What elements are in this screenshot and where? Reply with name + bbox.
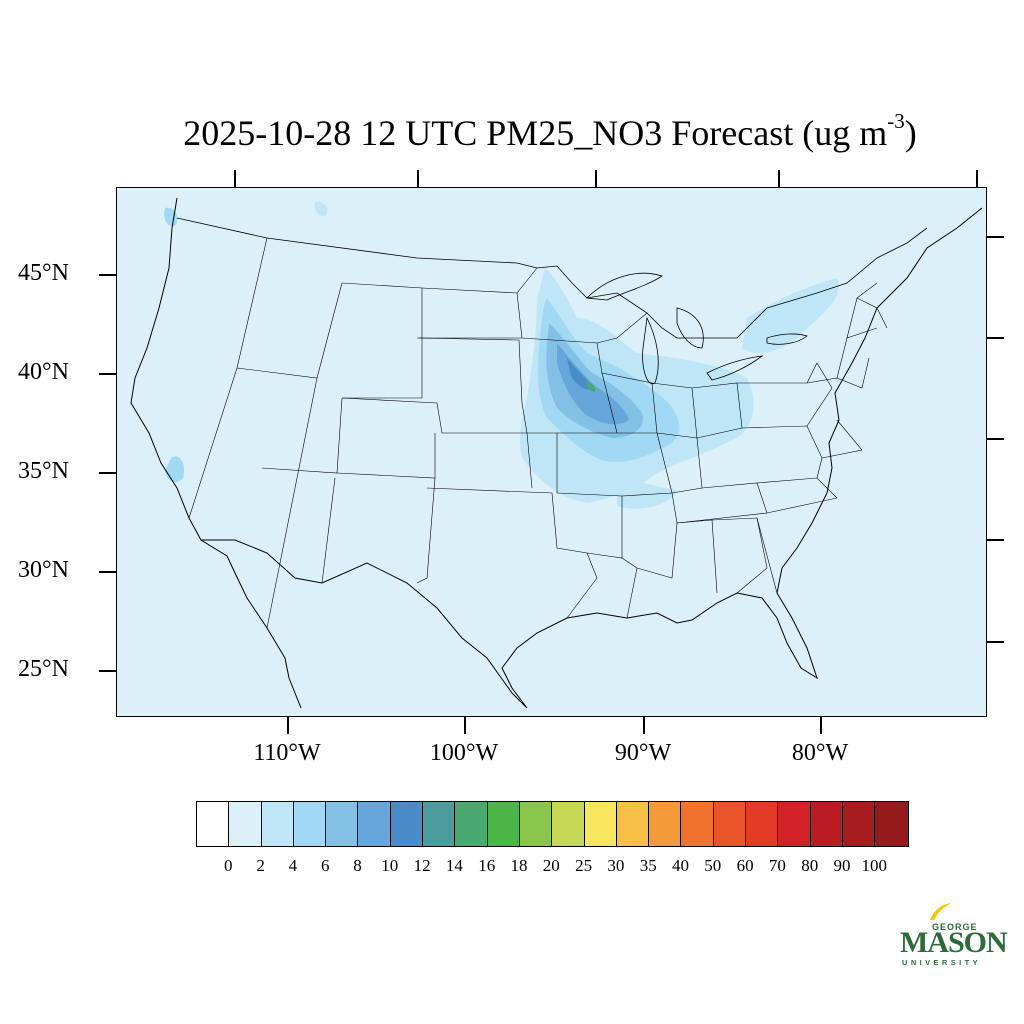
lake-ontario bbox=[766, 333, 808, 345]
colorbar-swatch bbox=[326, 802, 359, 846]
right-tick bbox=[987, 236, 1004, 238]
lat-label-40n: 40°N bbox=[18, 359, 69, 385]
plume-california bbox=[165, 456, 185, 483]
colorbar-swatch bbox=[842, 802, 876, 846]
colorbar-label: 4 bbox=[288, 856, 298, 875]
colorbar-label: 80 bbox=[801, 856, 819, 875]
plume-level-14 bbox=[586, 381, 596, 392]
colorbar-label: 100 bbox=[861, 856, 888, 875]
bottom-tick bbox=[643, 717, 645, 734]
title-text: 2025-10-28 12 UTC PM25_NO3 Forecast (ug … bbox=[183, 113, 888, 153]
top-tick bbox=[778, 170, 780, 187]
colorbar-swatch bbox=[584, 802, 617, 846]
concentration-shading bbox=[164, 201, 839, 509]
colorbar-label: 0 bbox=[224, 856, 233, 875]
colorbar-swatch bbox=[681, 802, 714, 846]
colorbar-label: 40 bbox=[672, 856, 689, 875]
lake-erie bbox=[706, 355, 764, 381]
lake-huron bbox=[676, 307, 704, 349]
left-tick bbox=[99, 373, 116, 375]
colorbar-label: 35 bbox=[639, 856, 657, 875]
colorbar-label: 10 bbox=[381, 856, 399, 875]
map-title: 2025-10-28 12 UTC PM25_NO3 Forecast (ug … bbox=[0, 109, 1024, 154]
logo-top-line: GEORGE bbox=[932, 922, 978, 932]
right-tick bbox=[987, 438, 1004, 440]
colorbar-swatch bbox=[519, 802, 553, 846]
top-tick bbox=[234, 170, 236, 187]
colorbar-label: 8 bbox=[353, 856, 362, 875]
colorbar bbox=[196, 801, 909, 847]
plume-washington bbox=[164, 207, 178, 227]
right-tick bbox=[987, 337, 1004, 339]
top-tick bbox=[595, 170, 597, 187]
map-panel bbox=[116, 187, 987, 717]
colorbar-swatch bbox=[875, 802, 908, 846]
colorbar-swatch bbox=[390, 802, 424, 846]
lake-superior bbox=[586, 272, 663, 301]
colorbar-swatch bbox=[358, 802, 391, 846]
lat-label-25n: 25°N bbox=[18, 656, 69, 682]
colorbar-swatch bbox=[261, 802, 294, 846]
colorbar-swatch bbox=[197, 802, 230, 846]
colorbar-swatch bbox=[778, 802, 811, 846]
colorbar-label: 60 bbox=[736, 856, 754, 875]
left-tick bbox=[99, 571, 116, 573]
top-tick bbox=[417, 170, 419, 187]
right-tick bbox=[987, 539, 1004, 541]
bottom-tick bbox=[820, 717, 822, 734]
colorbar-label: 18 bbox=[510, 856, 528, 875]
title-close: ) bbox=[904, 113, 917, 153]
colorbar-swatch bbox=[293, 802, 327, 846]
colorbar-swatch bbox=[552, 802, 585, 846]
plume-idaho bbox=[314, 201, 328, 216]
colorbar-swatch bbox=[487, 802, 520, 846]
top-tick bbox=[976, 170, 978, 187]
colorbar-label: 12 bbox=[413, 856, 431, 875]
left-tick bbox=[99, 670, 116, 672]
left-tick bbox=[99, 472, 116, 474]
colorbar-label: 2 bbox=[256, 856, 265, 875]
colorbar-swatch bbox=[455, 802, 488, 846]
right-tick bbox=[987, 641, 1004, 643]
logo-swoosh-icon bbox=[930, 903, 951, 920]
lon-label-110w: 110°W bbox=[253, 740, 321, 766]
colorbar-swatch bbox=[229, 802, 262, 846]
colorbar-swatch bbox=[649, 802, 682, 846]
colorbar-label: 50 bbox=[704, 856, 722, 875]
plume-level-2c bbox=[617, 481, 677, 509]
logo-bottom-line: UNIVERSITY bbox=[902, 958, 982, 967]
lon-label-80w: 80°W bbox=[791, 740, 849, 766]
bottom-tick bbox=[464, 717, 466, 734]
plume-level-2b bbox=[742, 278, 839, 354]
colorbar-label: 25 bbox=[575, 856, 593, 875]
left-tick bbox=[99, 274, 116, 276]
concentration-map bbox=[130, 197, 983, 709]
lat-label-30n: 30°N bbox=[18, 557, 69, 583]
title-exponent: -3 bbox=[887, 109, 905, 133]
state-borders bbox=[188, 237, 888, 629]
bottom-tick bbox=[287, 717, 289, 734]
colorbar-label: 14 bbox=[445, 856, 463, 875]
colorbar-swatch bbox=[616, 802, 650, 846]
lon-label-100w: 100°W bbox=[429, 740, 499, 766]
colorbar-swatch bbox=[746, 802, 779, 846]
lon-label-90w: 90°W bbox=[614, 740, 672, 766]
colorbar-label: 90 bbox=[833, 856, 851, 875]
colorbar-label: 16 bbox=[478, 856, 496, 875]
colorbar-label: 20 bbox=[542, 856, 560, 875]
lake-michigan bbox=[642, 316, 659, 385]
colorbar-label: 6 bbox=[320, 856, 330, 875]
colorbar-label: 30 bbox=[607, 856, 625, 875]
lat-label-35n: 35°N bbox=[18, 458, 69, 484]
george-mason-logo: GEORGE MASON UNIVERSITY bbox=[898, 900, 1008, 970]
colorbar-swatch bbox=[423, 802, 456, 846]
lat-label-45n: 45°N bbox=[18, 260, 69, 286]
logo-main-text: MASON bbox=[900, 926, 1008, 959]
colorbar-swatch bbox=[810, 802, 843, 846]
colorbar-label: 70 bbox=[768, 856, 786, 875]
colorbar-swatch bbox=[713, 802, 747, 846]
plume-level-8 bbox=[557, 343, 629, 425]
